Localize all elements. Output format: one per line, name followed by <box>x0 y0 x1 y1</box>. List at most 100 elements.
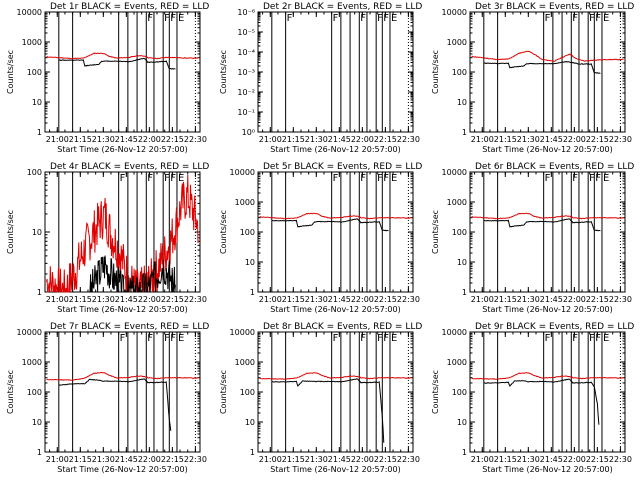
y-tick-label: 10 <box>32 98 42 107</box>
y-tick-label: 10⁻⁴ <box>237 48 255 57</box>
x-tick-label: 21:15 <box>282 135 305 144</box>
x-tick-label: 21:15 <box>494 455 517 464</box>
x-tick-label: 22:30 <box>184 455 207 464</box>
flag-marker: F <box>589 13 595 24</box>
x-tick-label: 22:00 <box>563 455 586 464</box>
events-series-line <box>483 61 601 74</box>
x-tick-label: 21:15 <box>494 135 517 144</box>
flag-marker: F <box>147 173 153 184</box>
y-tick-label: 1 <box>37 128 42 137</box>
x-tick-label: 22:30 <box>184 135 207 144</box>
flag-marker: E <box>603 333 609 344</box>
y-tick-label: 10⁻⁶ <box>237 8 255 17</box>
x-axis-label: Start Time (26-Nov-12 20:57:00) <box>57 305 187 314</box>
detector-panel: Det 1r BLACK = Events, RED = LLD 1 10 100 10… <box>6 2 209 154</box>
x-tick-label: 21:00 <box>259 455 282 464</box>
y-tick-label: 1000 <box>447 198 467 207</box>
flag-marker: F <box>572 13 578 24</box>
x-tick-label: 22:00 <box>351 455 374 464</box>
y-tick-label: 100 <box>452 68 467 77</box>
x-tick-label: 21:00 <box>471 455 494 464</box>
y-tick-label: 10 <box>457 418 467 427</box>
flag-marker: F <box>360 333 366 344</box>
events-series-line <box>58 378 172 431</box>
y-tick-label: 1000 <box>22 358 42 367</box>
y-tick-label: 100 <box>240 388 255 397</box>
x-tick-label: 22:15 <box>586 135 609 144</box>
x-tick-label: 22:30 <box>397 295 420 304</box>
flag-marker: F <box>164 173 170 184</box>
x-tick-label: 21:30 <box>92 455 115 464</box>
flag-marker: F <box>545 13 551 24</box>
lld-series-line <box>46 52 199 60</box>
detector-panel: Det 9r BLACK = Events, RED = LLD 1 10 100 10… <box>431 322 634 474</box>
events-series-line <box>89 255 176 293</box>
x-tick-label: 21:45 <box>540 295 563 304</box>
flag-marker: E <box>603 13 609 24</box>
x-tick-label: 21:00 <box>46 455 69 464</box>
x-axis-label: Start Time (26-Nov-12 20:57:00) <box>57 145 187 154</box>
x-tick-label: 21:00 <box>259 135 282 144</box>
events-series-line <box>483 378 600 425</box>
y-tick-label: 10⁻¹ <box>237 108 255 117</box>
events-series-line <box>58 57 176 70</box>
events-series-line <box>271 378 385 443</box>
x-axis-label: Start Time (26-Nov-12 20:57:00) <box>270 145 400 154</box>
flag-marker: E <box>391 13 397 24</box>
y-tick-label: 10000 <box>442 8 467 17</box>
y-tick-label: 1000 <box>235 198 255 207</box>
flag-marker: F <box>383 333 389 344</box>
y-tick-label: 10⁻³ <box>237 68 255 77</box>
flag-marker: E <box>391 173 397 184</box>
y-tick-label: 10000 <box>17 8 42 17</box>
x-tick-label: 22:00 <box>351 135 374 144</box>
y-tick-label: 100 <box>452 388 467 397</box>
x-tick-label: 21:00 <box>471 135 494 144</box>
flag-marker: F <box>164 13 170 24</box>
flag-marker: F <box>360 173 366 184</box>
x-tick-label: 22:30 <box>609 135 632 144</box>
y-axis-label: Counts/sec <box>219 210 228 254</box>
x-tick-label: 22:15 <box>161 455 184 464</box>
x-tick-label: 22:30 <box>184 295 207 304</box>
x-tick-label: 22:30 <box>609 295 632 304</box>
y-tick-label: 10 <box>32 418 42 427</box>
x-tick-label: 21:00 <box>46 295 69 304</box>
x-tick-label: 21:30 <box>92 135 115 144</box>
x-tick-label: 21:15 <box>69 295 92 304</box>
panel-title: Det 3r BLACK = Events, RED = LLD <box>475 2 634 12</box>
flag-marker: F <box>333 173 339 184</box>
y-tick-label: 10000 <box>230 168 255 177</box>
x-tick-label: 21:00 <box>471 295 494 304</box>
y-axis-label: Counts/sec <box>431 50 440 94</box>
x-tick-label: 21:15 <box>494 295 517 304</box>
x-tick-label: 22:00 <box>563 135 586 144</box>
x-tick-label: 21:30 <box>517 295 540 304</box>
x-axis-label: Start Time (26-Nov-12 20:57:00) <box>270 305 400 314</box>
flag-marker: F <box>589 333 595 344</box>
x-tick-label: 21:45 <box>328 295 351 304</box>
y-axis-label: Counts/sec <box>431 370 440 414</box>
flag-marker: F <box>120 173 126 184</box>
flag-marker: F <box>383 173 389 184</box>
x-tick-label: 22:30 <box>609 455 632 464</box>
x-tick-label: 21:30 <box>517 455 540 464</box>
y-axis-label: Counts/sec <box>6 50 15 94</box>
flag-marker: F <box>377 333 383 344</box>
detector-panel: Det 7r BLACK = Events, RED = LLD 1 10 100 10… <box>6 322 209 474</box>
y-tick-label: 1 <box>250 448 255 457</box>
detector-panel: Det 4r BLACK = Events, RED = LLD 1 10 100 Co… <box>6 162 209 314</box>
panel-title: Det 9r BLACK = Events, RED = LLD <box>475 322 634 332</box>
x-tick-label: 22:15 <box>161 135 184 144</box>
x-tick-label: 22:15 <box>161 295 184 304</box>
flag-marker: F <box>147 13 153 24</box>
flag-marker: F <box>164 333 170 344</box>
flag-marker: F <box>572 333 578 344</box>
flag-marker: F <box>383 13 389 24</box>
flag-marker: F <box>120 333 126 344</box>
panel-title: Det 8r BLACK = Events, RED = LLD <box>263 322 422 332</box>
lld-series-line <box>471 50 624 62</box>
x-tick-label: 22:00 <box>138 455 161 464</box>
x-tick-label: 21:30 <box>517 135 540 144</box>
